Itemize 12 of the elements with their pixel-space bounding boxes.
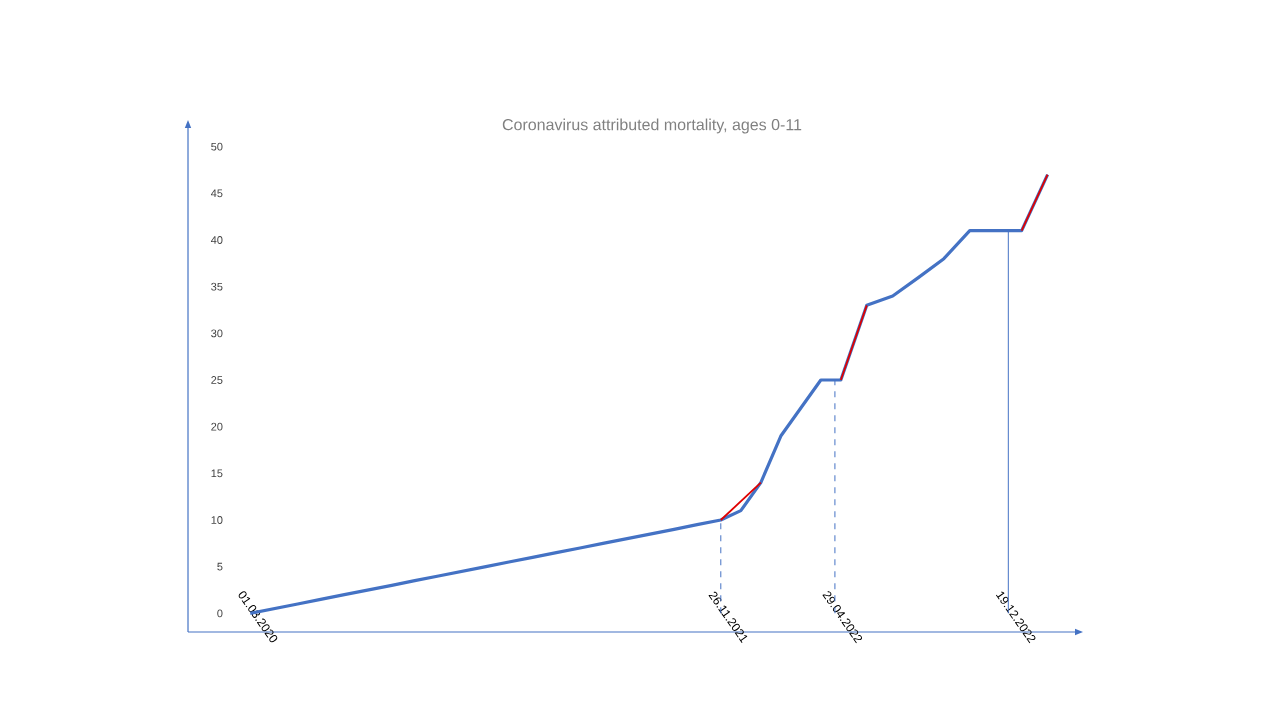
y-tick-label: 15 (211, 469, 223, 478)
y-tick-label: 10 (211, 516, 223, 524)
y-tick-label: 30 (211, 329, 223, 338)
y-tick-label: 5 (217, 562, 223, 571)
chart-title: Coronavirus attributed mortality, ages 0-11 (502, 118, 802, 134)
y-tick-label: 50 (211, 142, 223, 151)
y-tick-label: 40 (210, 236, 223, 244)
y-tick-label: 25 (211, 376, 223, 384)
y-tick-label: 0 (217, 609, 223, 618)
y-tick-label: 20 (211, 422, 223, 431)
y-tick-label: 45 (210, 189, 223, 198)
y-tick-label: 35 (211, 282, 223, 291)
